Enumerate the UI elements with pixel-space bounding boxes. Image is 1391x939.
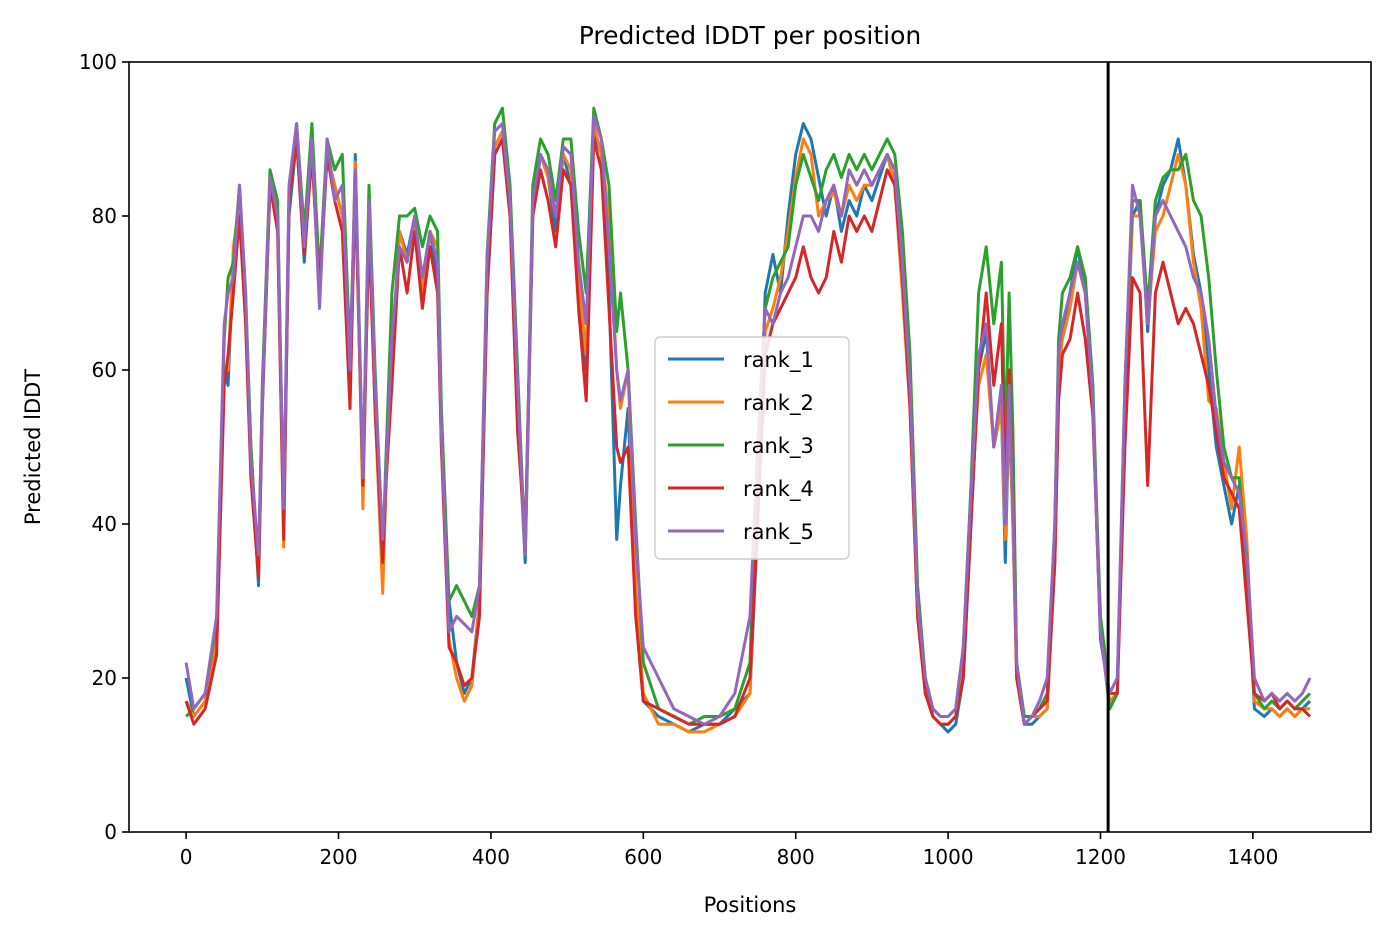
series-line-rank-5	[184, 114, 1312, 726]
legend-box	[654, 336, 850, 560]
legend-label-rank-1: rank_1	[743, 348, 814, 373]
x-tick-label: 400	[472, 845, 510, 869]
plot-area	[128, 61, 1372, 833]
y-tick-label: 40	[92, 512, 117, 536]
y-tick-label: 20	[92, 666, 117, 690]
chart-title: Predicted lDDT per position	[579, 21, 921, 50]
y-axis-label: Predicted lDDT	[21, 369, 45, 525]
y-tick-label: 0	[104, 820, 117, 844]
y-tick-label: 100	[79, 50, 117, 74]
legend-label-rank-5: rank_5	[743, 520, 814, 545]
legend-label-rank-2: rank_2	[743, 391, 814, 416]
x-tick-label: 200	[319, 845, 357, 869]
legend-entries: rank_1 rank_2 rank_3 rank_4 rank_5	[668, 348, 814, 545]
x-tick-label: 1400	[1227, 845, 1278, 869]
y-axis-ticks: 0 20 40 60 80 100	[79, 50, 129, 844]
legend-label-rank-4: rank_4	[743, 477, 814, 502]
x-tick-label: 1000	[923, 845, 974, 869]
x-tick-label: 800	[777, 845, 815, 869]
y-tick-label: 60	[92, 358, 117, 382]
x-tick-label: 0	[180, 845, 193, 869]
x-axis-label: Positions	[704, 893, 797, 917]
axes-frame	[128, 61, 1372, 833]
y-tick-label: 80	[92, 204, 117, 228]
series-layer	[184, 106, 1312, 734]
legend: rank_1 rank_2 rank_3 rank_4 rank_5	[654, 336, 850, 560]
legend-label-rank-3: rank_3	[743, 434, 814, 459]
x-axis-ticks: 0 200 400 600 800 1000 1200 1400	[180, 832, 1278, 869]
x-tick-label: 600	[624, 845, 662, 869]
x-tick-label: 1200	[1075, 845, 1126, 869]
